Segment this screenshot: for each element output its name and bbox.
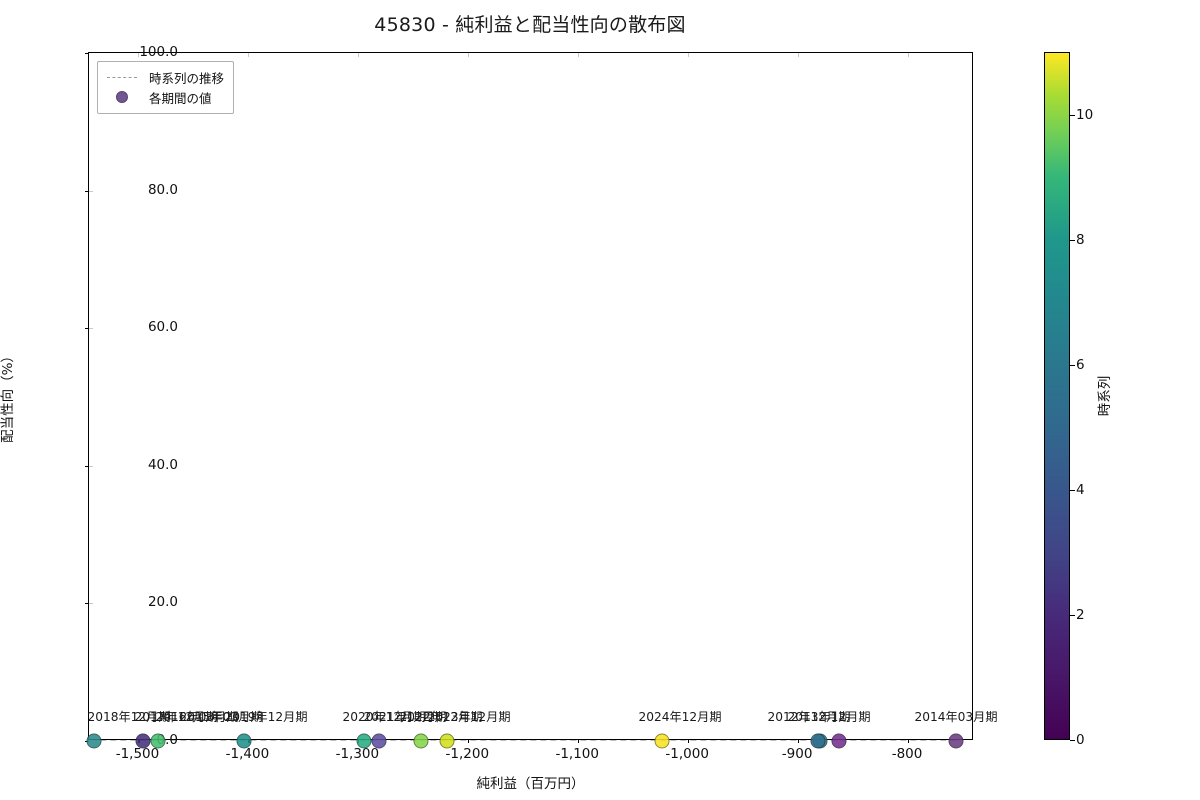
- y-tick-mark: [85, 328, 89, 330]
- data-point[interactable]: [371, 733, 387, 749]
- y-tick-mark: [85, 603, 89, 605]
- colorbar-tick-mark: [1070, 364, 1075, 366]
- dashed-line-icon: [105, 76, 139, 78]
- x-tick-mark: [798, 739, 800, 743]
- data-point-label: 2016年03月期: [155, 710, 239, 724]
- colorbar-tick-mark: [1070, 239, 1075, 241]
- y-axis-label: 配当性向（%）: [0, 349, 16, 443]
- gridline-vertical: [468, 53, 470, 739]
- data-point-label: 2017年12月期: [134, 710, 218, 724]
- y-tick-label: 20.0: [147, 594, 178, 611]
- x-tick-mark: [468, 739, 470, 743]
- x-tick-label: -1,300: [335, 746, 380, 762]
- y-tick-label: 60.0: [147, 319, 178, 336]
- data-point-label: 2019年12月期: [224, 710, 308, 724]
- legend-label-values: 各期間の値: [149, 90, 212, 106]
- y-tick-mark: [85, 465, 89, 467]
- gridline-vertical: [688, 53, 690, 739]
- y-tick-label: 40.0: [147, 456, 178, 473]
- x-tick-mark: [908, 739, 910, 743]
- gridline-vertical: [138, 53, 140, 739]
- x-tick-label: -1,100: [555, 746, 599, 762]
- colorbar-tick-mark: [1070, 740, 1075, 742]
- data-point-label: 2012年12月期: [767, 710, 851, 724]
- data-point[interactable]: [948, 733, 964, 749]
- data-point[interactable]: [810, 733, 826, 749]
- colorbar-tick-label: 0: [1076, 732, 1085, 748]
- timeseries-connector-line: [94, 740, 957, 741]
- data-point-label: 2014年03月期: [914, 710, 998, 724]
- colorbar-tick-mark: [1070, 114, 1075, 116]
- data-point-label: 2022年12月期: [399, 710, 483, 724]
- y-tick-label: 100.0: [139, 44, 178, 60]
- colorbar-tick-label: 2: [1076, 606, 1085, 623]
- colorbar-label: 時系列: [1097, 375, 1113, 417]
- x-tick-mark: [688, 739, 690, 743]
- data-point[interactable]: [86, 733, 102, 749]
- x-tick-label: -1,500: [115, 746, 160, 762]
- data-point[interactable]: [150, 733, 166, 749]
- x-tick-label: -1,000: [665, 746, 709, 762]
- x-tick-label: -1,400: [225, 746, 270, 762]
- gridline-vertical: [248, 53, 250, 739]
- gridline-vertical: [798, 53, 800, 739]
- data-point-label: 2021年12月期: [363, 710, 447, 724]
- y-tick-label: 80.0: [147, 181, 178, 198]
- legend-item-trend[interactable]: 時系列の推移: [105, 67, 224, 87]
- y-tick-mark: [85, 53, 89, 55]
- gridline-horizontal: [89, 603, 972, 605]
- colorbar-tick-mark: [1070, 614, 1075, 616]
- x-axis-label: 純利益（百万円）: [476, 776, 585, 792]
- colorbar-tick-mark: [1070, 489, 1075, 491]
- data-point[interactable]: [135, 733, 151, 749]
- data-point-label: 2023年12月期: [427, 710, 511, 724]
- colorbar-gradient: [1044, 52, 1070, 740]
- data-point-label: 2020年12月期: [342, 710, 426, 724]
- y-tick-mark: [85, 190, 89, 192]
- data-point-label: 2024年12月期: [638, 710, 722, 724]
- x-tick-mark: [578, 739, 580, 743]
- data-point[interactable]: [236, 733, 252, 749]
- x-tick-label: -800: [891, 746, 923, 762]
- legend-item-values[interactable]: 各期間の値: [105, 87, 224, 107]
- data-point-label: 2013年12月期: [787, 710, 871, 724]
- data-point-label: 2018年12月期: [87, 710, 171, 724]
- page-title: 45830 - 純利益と配当性向の散布図: [374, 14, 686, 36]
- gridline-vertical: [578, 53, 580, 739]
- gridline-vertical: [908, 53, 910, 739]
- gridline-horizontal: [89, 190, 972, 192]
- gridlines: [89, 53, 972, 739]
- colorbar-tick-label: 8: [1076, 231, 1085, 248]
- gridline-vertical: [358, 53, 360, 739]
- data-point[interactable]: [831, 733, 847, 749]
- colorbar: 0 2 4 6 8 10: [1044, 52, 1093, 748]
- gridline-horizontal: [89, 465, 972, 467]
- data-point[interactable]: [654, 733, 670, 749]
- legend-label-trend: 時系列の推移: [149, 70, 225, 86]
- colorbar-tick-label: 6: [1076, 356, 1085, 373]
- plot-area: 2018年12月期 2017年12月期 2016年03月期 2015年03月期 2019…: [85, 52, 998, 749]
- circle-marker-icon: [105, 91, 139, 103]
- legend: 時系列の推移 各期間の値: [97, 61, 235, 114]
- colorbar-tick-label: 4: [1076, 481, 1085, 498]
- data-point[interactable]: [356, 733, 372, 749]
- colorbar-tick-label: 10: [1076, 106, 1094, 123]
- gridline-horizontal: [89, 328, 972, 330]
- data-point[interactable]: [439, 733, 455, 749]
- data-point[interactable]: [413, 733, 429, 749]
- x-tick-label: -900: [781, 746, 813, 762]
- x-tick-label: -1,200: [445, 746, 490, 762]
- data-point-label: 2015年03月期: [179, 710, 263, 724]
